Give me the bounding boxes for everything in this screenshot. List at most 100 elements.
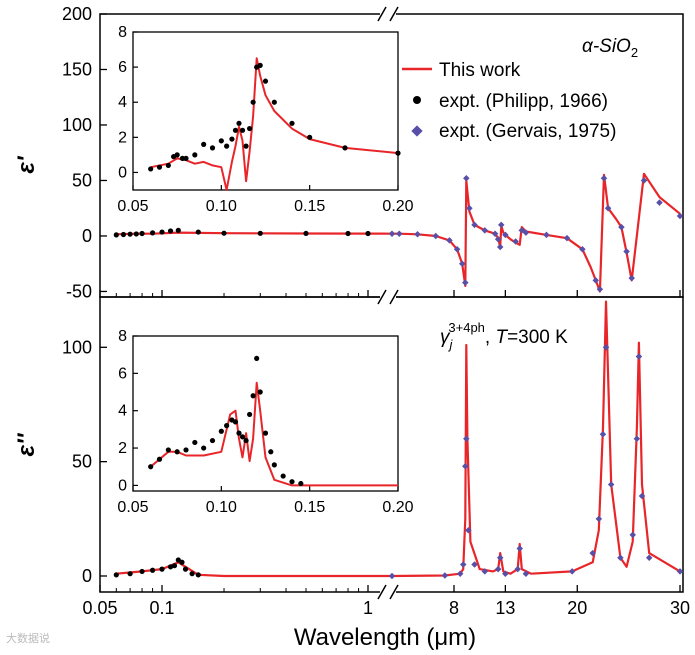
top-inset-point-philipp	[229, 136, 235, 142]
bottom-point-gervais	[602, 344, 610, 351]
legend-marker-gervais	[411, 125, 423, 137]
top-inset-point-philipp	[257, 62, 263, 68]
bottom-inset-y-tick-label: 0	[118, 477, 127, 494]
watermark: 大数据说	[6, 631, 50, 645]
bottom-inset-point-philipp	[209, 437, 216, 444]
top-inset-point-philipp	[236, 120, 242, 126]
top-inset-point-philipp	[289, 120, 295, 126]
temperature-symbol: T	[495, 327, 508, 348]
top-inset-x-tick-label: 0.05	[117, 198, 148, 215]
bottom-inset-point-philipp	[174, 449, 180, 455]
top-point-gervais	[463, 174, 470, 182]
top-point-philipp	[175, 227, 181, 234]
top-inset-y-tick-label: 8	[118, 24, 127, 41]
bottom-inset-point-philipp	[298, 480, 304, 487]
bottom-inset-point-philipp	[236, 430, 242, 436]
top-point-philipp	[149, 230, 156, 236]
bottom-point-gervais	[676, 568, 684, 575]
top-point-gervais	[596, 285, 604, 293]
top-point-gervais	[618, 223, 625, 231]
top-inset-point-philipp	[209, 145, 216, 151]
top-inset-x-tick-label: 0.15	[294, 198, 325, 215]
bottom-inset-y-tick-label: 8	[118, 328, 127, 345]
top-y-tick-label: 100	[62, 115, 92, 135]
bottom-inset-point-philipp	[148, 464, 154, 470]
top-point-gervais	[563, 234, 571, 242]
axis-break-middle	[377, 289, 399, 305]
bottom-inset-point-philipp	[218, 428, 224, 434]
top-inset-point-philipp	[395, 150, 401, 156]
legend-marker-philipp	[413, 96, 421, 104]
bottom-point-gervais	[494, 565, 502, 573]
bottom-point-gervais	[462, 462, 469, 470]
temperature-value: =300 K	[507, 327, 568, 348]
top-point-philipp	[113, 232, 119, 238]
x-tick-label: 20	[567, 598, 587, 618]
top-inset-frame	[132, 31, 399, 191]
top-inset-point-philipp	[307, 134, 313, 140]
top-inset-x-tick-label: 0.10	[206, 198, 237, 215]
top-inset-point-philipp	[247, 125, 253, 132]
x-tick-label: 13	[495, 598, 515, 618]
bottom-inset-x-tick-label: 0.20	[382, 499, 413, 516]
bottom-point-philipp	[182, 566, 189, 572]
top-inset-point-philipp	[165, 162, 171, 169]
top-inset-point-philipp	[218, 138, 224, 144]
top-inset-point-philipp	[243, 143, 249, 149]
top-point-gervais	[600, 174, 608, 182]
bottom-point-gervais	[595, 515, 603, 523]
bottom-inset-point-philipp	[243, 437, 249, 444]
top-inset-series-this-work	[150, 57, 399, 191]
top-point-philipp	[221, 230, 227, 236]
top-inset-point-philipp	[232, 127, 239, 133]
x-tick-label: 0.1	[149, 598, 174, 618]
top-point-gervais	[494, 236, 502, 243]
top-point-gervais	[498, 221, 505, 229]
bottom-inset-point-philipp	[262, 430, 269, 436]
top-point-philipp	[159, 229, 165, 235]
bottom-point-gervais	[441, 572, 449, 579]
top-inset-point-philipp	[262, 78, 269, 84]
bottom-inset-frame	[132, 335, 399, 492]
material-name: α-SiO	[582, 36, 631, 57]
bottom-point-philipp	[167, 564, 174, 570]
top-point-gervais	[458, 260, 466, 267]
bottom-inset-point-philipp	[201, 445, 207, 451]
bottom-point-philipp	[139, 568, 145, 575]
top-point-gervais	[491, 230, 499, 237]
bottom-y-tick-label: 100	[62, 337, 92, 357]
top-point-gervais	[640, 177, 648, 184]
top-inset-point-philipp	[224, 143, 230, 149]
top-point-gervais	[496, 243, 504, 251]
bottom-point-gervais	[456, 570, 464, 577]
broadening-annotation: γj 3+4ph, T=300 K	[440, 320, 568, 352]
x-tick-label: 30	[670, 598, 690, 618]
bottom-inset-point-philipp	[224, 423, 230, 429]
bottom-point-gervais	[568, 568, 576, 575]
legend: This work expt. (Philipp, 1966) expt. (G…	[402, 60, 616, 142]
bottom-inset-point-philipp	[257, 389, 263, 395]
top-inset-point-philipp	[183, 155, 189, 161]
bottom-inset-point-philipp	[165, 447, 171, 453]
bottom-inset-point-philipp	[250, 393, 256, 399]
top-point-philipp	[345, 230, 351, 237]
bottom-y-tick-label: 50	[72, 452, 92, 472]
bottom-point-gervais	[496, 554, 504, 561]
top-inset-y-tick-label: 4	[118, 94, 127, 111]
bottom-point-philipp	[149, 567, 156, 573]
bottom-inset-point-philipp	[156, 456, 163, 462]
x-tick-label: 8	[449, 598, 459, 618]
top-inset-point-philipp	[271, 99, 277, 105]
top-point-gervais	[446, 237, 453, 244]
top-point-philipp	[133, 231, 139, 237]
top-point-gervais	[414, 231, 421, 238]
top-point-gervais	[388, 230, 396, 237]
bottom-point-gervais	[465, 527, 472, 534]
bottom-point-philipp	[179, 559, 185, 565]
top-point-gervais	[462, 279, 469, 286]
top-inset-point-philipp	[250, 99, 256, 105]
top-inset-y-tick-label: 2	[118, 129, 127, 146]
legend-label-philipp: expt. (Philipp, 1966)	[439, 91, 608, 112]
top-point-gervais	[592, 277, 600, 284]
